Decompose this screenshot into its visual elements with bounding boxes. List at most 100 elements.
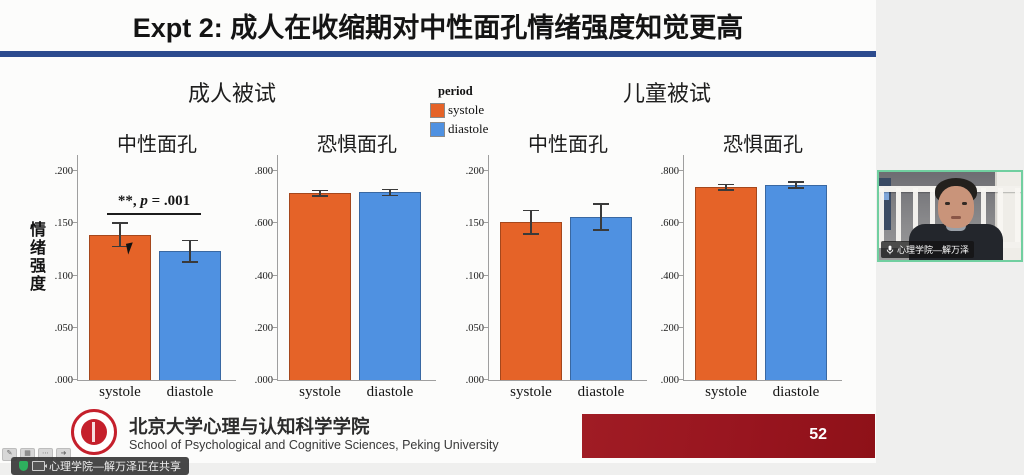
screen-share-indicator[interactable]: 心理学院—解万泽正在共享 (11, 457, 189, 475)
bar-systole (289, 193, 351, 380)
error-bar-cap (718, 183, 734, 186)
x-tick-label: systole (705, 384, 747, 400)
error-bar-cap (718, 189, 734, 191)
presentation-slide: Expt 2: 成人在收缩期对中性面孔情绪强度知觉更高 成人被试 儿童被试 pe… (0, 0, 876, 463)
page-number: 52 (809, 426, 827, 443)
y-tick-mark (679, 326, 683, 328)
error-bar-cap (182, 239, 198, 242)
y-tick-mark (273, 274, 277, 276)
x-tick-label: systole (510, 384, 552, 400)
error-bar-cap (382, 188, 398, 191)
error-bar (718, 183, 734, 191)
screen-share-text: 心理学院—解万泽正在共享 (49, 461, 181, 473)
y-tick-mark (484, 379, 488, 380)
error-bar-cap (523, 233, 539, 235)
x-tick-label: diastole (577, 384, 625, 400)
y-axis-title: 情绪强度 (27, 221, 44, 293)
error-bar-cap (382, 194, 398, 197)
y-tick-mark (679, 379, 683, 380)
x-tick-label: diastole (772, 384, 820, 400)
bar-chart-adult-neutral: 中性面孔 .000 .050 .100 .150 .200 systole diastole *… (45, 128, 245, 408)
y-tick-mark (73, 326, 77, 328)
error-bar-cap (112, 222, 128, 224)
y-tick-mark (73, 274, 77, 276)
error-bar (112, 222, 128, 248)
error-bar-cap (593, 229, 609, 231)
chart-legend: period systole diastole (430, 84, 488, 137)
y-axis-line (77, 155, 78, 171)
y-tick-label: .400 (660, 270, 679, 282)
webcam-tile[interactable]: 心理学院—解万泽 (877, 170, 1023, 262)
y-tick-mark (679, 170, 683, 171)
bar-chart-adult-fear: 恐惧面孔 .000 .200 .400 .600 .800 systole diastole (245, 128, 445, 408)
chart-plot-area: .000 .200 .400 .600 .800 systole diastole (661, 155, 842, 400)
legend-item-systole: systole (430, 102, 488, 118)
chart-title: 中性面孔 (528, 134, 608, 156)
y-tick-mark (484, 222, 488, 224)
x-tick-label: systole (299, 384, 341, 400)
y-axis-line (488, 155, 489, 171)
y-tick-label: .000 (465, 375, 484, 386)
chart-plot-area: .000 .050 .100 .150 .200 systole diastole (466, 155, 647, 400)
y-tick-label: .600 (660, 218, 679, 230)
error-bar (382, 188, 398, 197)
legend-title: period (438, 84, 473, 98)
screen-share-icon (32, 461, 47, 471)
y-tick-label: .200 (254, 322, 273, 334)
y-tick-mark (73, 170, 77, 171)
chart-plot-area: .000 .050 .100 .150 .200 systole diastole **, p… (55, 155, 236, 400)
legend-label-systole: systole (448, 102, 485, 117)
bar-chart-child-neutral: 中性面孔 .000 .050 .100 .150 .200 systole diastole (456, 128, 656, 408)
systole-color-swatch (430, 102, 445, 118)
y-tick-label: .150 (465, 218, 484, 230)
y-tick-mark (73, 222, 77, 224)
error-bar-cap (182, 261, 198, 263)
bar-systole (695, 187, 757, 380)
error-bar (312, 189, 328, 197)
y-tick-label: .050 (465, 322, 484, 334)
bar-diastole (570, 216, 632, 380)
chart-title: 恐惧面孔 (317, 134, 397, 156)
bar-chart-child-fear: 恐惧面孔 .000 .200 .400 .600 .800 systole diastole (651, 128, 851, 408)
error-bar-cap (523, 209, 539, 212)
y-axis-line (277, 155, 278, 171)
y-tick-mark (484, 274, 488, 276)
institution-name-en: School of Psychological and Cognitive Sc… (129, 438, 499, 452)
bar-diastole (159, 251, 221, 380)
y-tick-label: .200 (660, 322, 679, 334)
y-tick-label: .150 (54, 218, 73, 230)
microphone-icon (886, 245, 894, 254)
y-tick-label: .800 (660, 166, 679, 177)
participant-name: 心理学院—解万泽 (897, 245, 970, 255)
error-bar (523, 209, 539, 235)
y-tick-mark (484, 170, 488, 171)
y-tick-label: .000 (660, 375, 679, 386)
y-tick-mark (73, 379, 77, 380)
y-tick-label: .000 (54, 375, 73, 386)
error-bar (788, 181, 804, 189)
y-tick-label: .200 (54, 166, 73, 177)
security-shield-icon (19, 461, 28, 471)
error-bar-cap (593, 203, 609, 205)
y-tick-mark (273, 326, 277, 328)
diastole-color-swatch (430, 121, 445, 137)
error-bar-cap (312, 195, 328, 197)
y-tick-mark (273, 222, 277, 224)
y-tick-label: .000 (254, 375, 273, 386)
bar-diastole (359, 192, 421, 380)
y-tick-mark (484, 326, 488, 328)
institution-name-cn: 北京大学心理与认知科学学院 (129, 416, 370, 437)
error-bar (182, 239, 198, 263)
error-bar-cap (788, 181, 804, 183)
y-tick-label: .600 (254, 218, 273, 230)
bar-systole (89, 234, 151, 380)
error-bar-cap (788, 187, 804, 189)
y-tick-mark (273, 379, 277, 380)
y-tick-label: .100 (54, 270, 73, 282)
participant-name-badge: 心理学院—解万泽 (881, 241, 975, 258)
bar-diastole (765, 185, 827, 380)
y-tick-mark (679, 222, 683, 224)
significance-annotation: **, p = .001 (107, 193, 201, 215)
y-axis-line (683, 155, 684, 171)
y-tick-mark (679, 274, 683, 276)
